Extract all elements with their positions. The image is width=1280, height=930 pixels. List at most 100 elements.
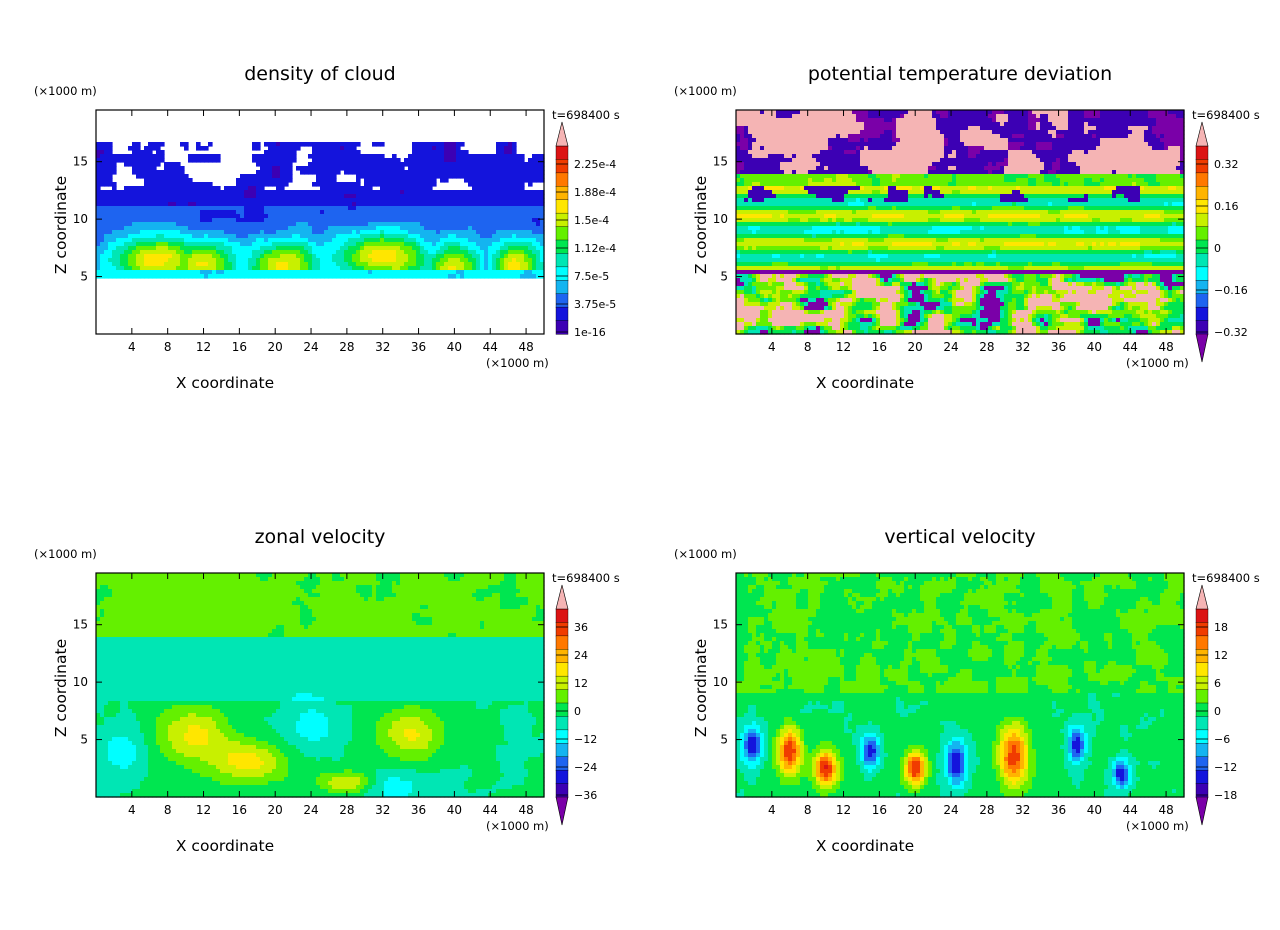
heatmap-cell [516, 238, 521, 243]
heatmap-cell [352, 206, 357, 211]
heatmap-cell [148, 182, 153, 187]
heatmap-cell [752, 270, 757, 275]
heatmap-cell [792, 278, 797, 283]
heatmap-cell [268, 246, 273, 251]
heatmap-cell [824, 182, 829, 187]
heatmap-cell [236, 186, 241, 191]
heatmap-cell [448, 150, 453, 155]
heatmap-cell [136, 266, 141, 271]
heatmap-cell [436, 190, 441, 195]
heatmap-cell [132, 154, 137, 159]
heatmap-cell [288, 202, 293, 207]
heatmap-cell [164, 162, 169, 167]
heatmap-cell [256, 142, 261, 147]
heatmap-cell [440, 234, 445, 239]
heatmap-cell [440, 218, 445, 223]
heatmap-cell [228, 226, 233, 231]
heatmap-cell [336, 226, 341, 231]
heatmap-cell [168, 274, 173, 279]
heatmap-cell [420, 274, 425, 279]
heatmap-cell [264, 194, 269, 199]
heatmap-cell [284, 226, 289, 231]
heatmap-cell [124, 222, 129, 227]
heatmap-cell [820, 138, 825, 143]
heatmap-cell [244, 254, 249, 259]
heatmap-cell [776, 234, 781, 239]
heatmap-cell [444, 170, 449, 175]
heatmap-cell [804, 262, 809, 267]
heatmap-cell [396, 210, 401, 215]
heatmap-cell [816, 114, 821, 119]
heatmap-cell [520, 174, 525, 179]
heatmap-cell [232, 206, 237, 211]
heatmap-cell [312, 266, 317, 271]
heatmap-cell [512, 190, 517, 195]
heatmap-cell [812, 258, 817, 263]
heatmap-cell [244, 230, 249, 235]
heatmap-cell [524, 166, 529, 171]
heatmap-cell [340, 194, 345, 199]
heatmap-cell [808, 138, 813, 143]
heatmap-cell [772, 182, 777, 187]
heatmap-cell [428, 274, 433, 279]
heatmap-cell [180, 202, 185, 207]
heatmap-cell [380, 178, 385, 183]
heatmap-cell [836, 322, 841, 327]
heatmap-cell [784, 154, 789, 159]
heatmap-cell [204, 202, 209, 207]
heatmap-cell [532, 198, 537, 203]
heatmap-cell [316, 182, 321, 187]
heatmap-cell [804, 242, 809, 247]
heatmap-cell [168, 206, 173, 211]
heatmap-cell [792, 262, 797, 267]
heatmap-cell [240, 194, 245, 199]
heatmap-cell [464, 174, 469, 179]
heatmap-cell [224, 190, 229, 195]
heatmap-cell [388, 174, 393, 179]
heatmap-cell [496, 230, 501, 235]
heatmap-cell [736, 262, 741, 267]
heatmap-cell [800, 166, 805, 171]
heatmap-cell [160, 178, 165, 183]
heatmap-cell [252, 154, 257, 159]
heatmap-cell [404, 250, 409, 255]
heatmap-cell [836, 290, 841, 295]
heatmap-cell [352, 198, 357, 203]
heatmap-cell [148, 186, 153, 191]
heatmap-cell [192, 238, 197, 243]
heatmap-cell [784, 270, 789, 275]
heatmap-cell [280, 238, 285, 243]
heatmap-cell [184, 258, 189, 263]
heatmap-cell [376, 154, 381, 159]
heatmap-cell [220, 218, 225, 223]
heatmap-cell [112, 254, 117, 259]
heatmap-cell [132, 214, 137, 219]
heatmap-cell [496, 174, 501, 179]
heatmap-cell [760, 150, 765, 155]
heatmap-cell [316, 202, 321, 207]
heatmap-cell [456, 206, 461, 211]
heatmap-cell [300, 198, 305, 203]
heatmap-cell [836, 242, 841, 247]
heatmap-cell [368, 190, 373, 195]
heatmap-cell [532, 262, 537, 267]
heatmap-cell [472, 218, 477, 223]
heatmap-cell [744, 226, 749, 231]
heatmap-cell [320, 262, 325, 267]
heatmap-cell [832, 146, 837, 151]
heatmap-cell [816, 282, 821, 287]
heatmap-cell [816, 118, 821, 123]
heatmap-cell [836, 306, 841, 311]
heatmap-cell [752, 198, 757, 203]
heatmap-cell [164, 258, 169, 263]
heatmap-cell [476, 234, 481, 239]
heatmap-cell [840, 246, 845, 251]
heatmap-cell [436, 218, 441, 223]
heatmap-cell [240, 250, 245, 255]
heatmap-cell [352, 170, 357, 175]
heatmap-cell [532, 266, 537, 271]
heatmap-cell [300, 238, 305, 243]
heatmap-cell [840, 158, 845, 163]
heatmap-cell [268, 262, 273, 267]
heatmap-cell [824, 266, 829, 271]
